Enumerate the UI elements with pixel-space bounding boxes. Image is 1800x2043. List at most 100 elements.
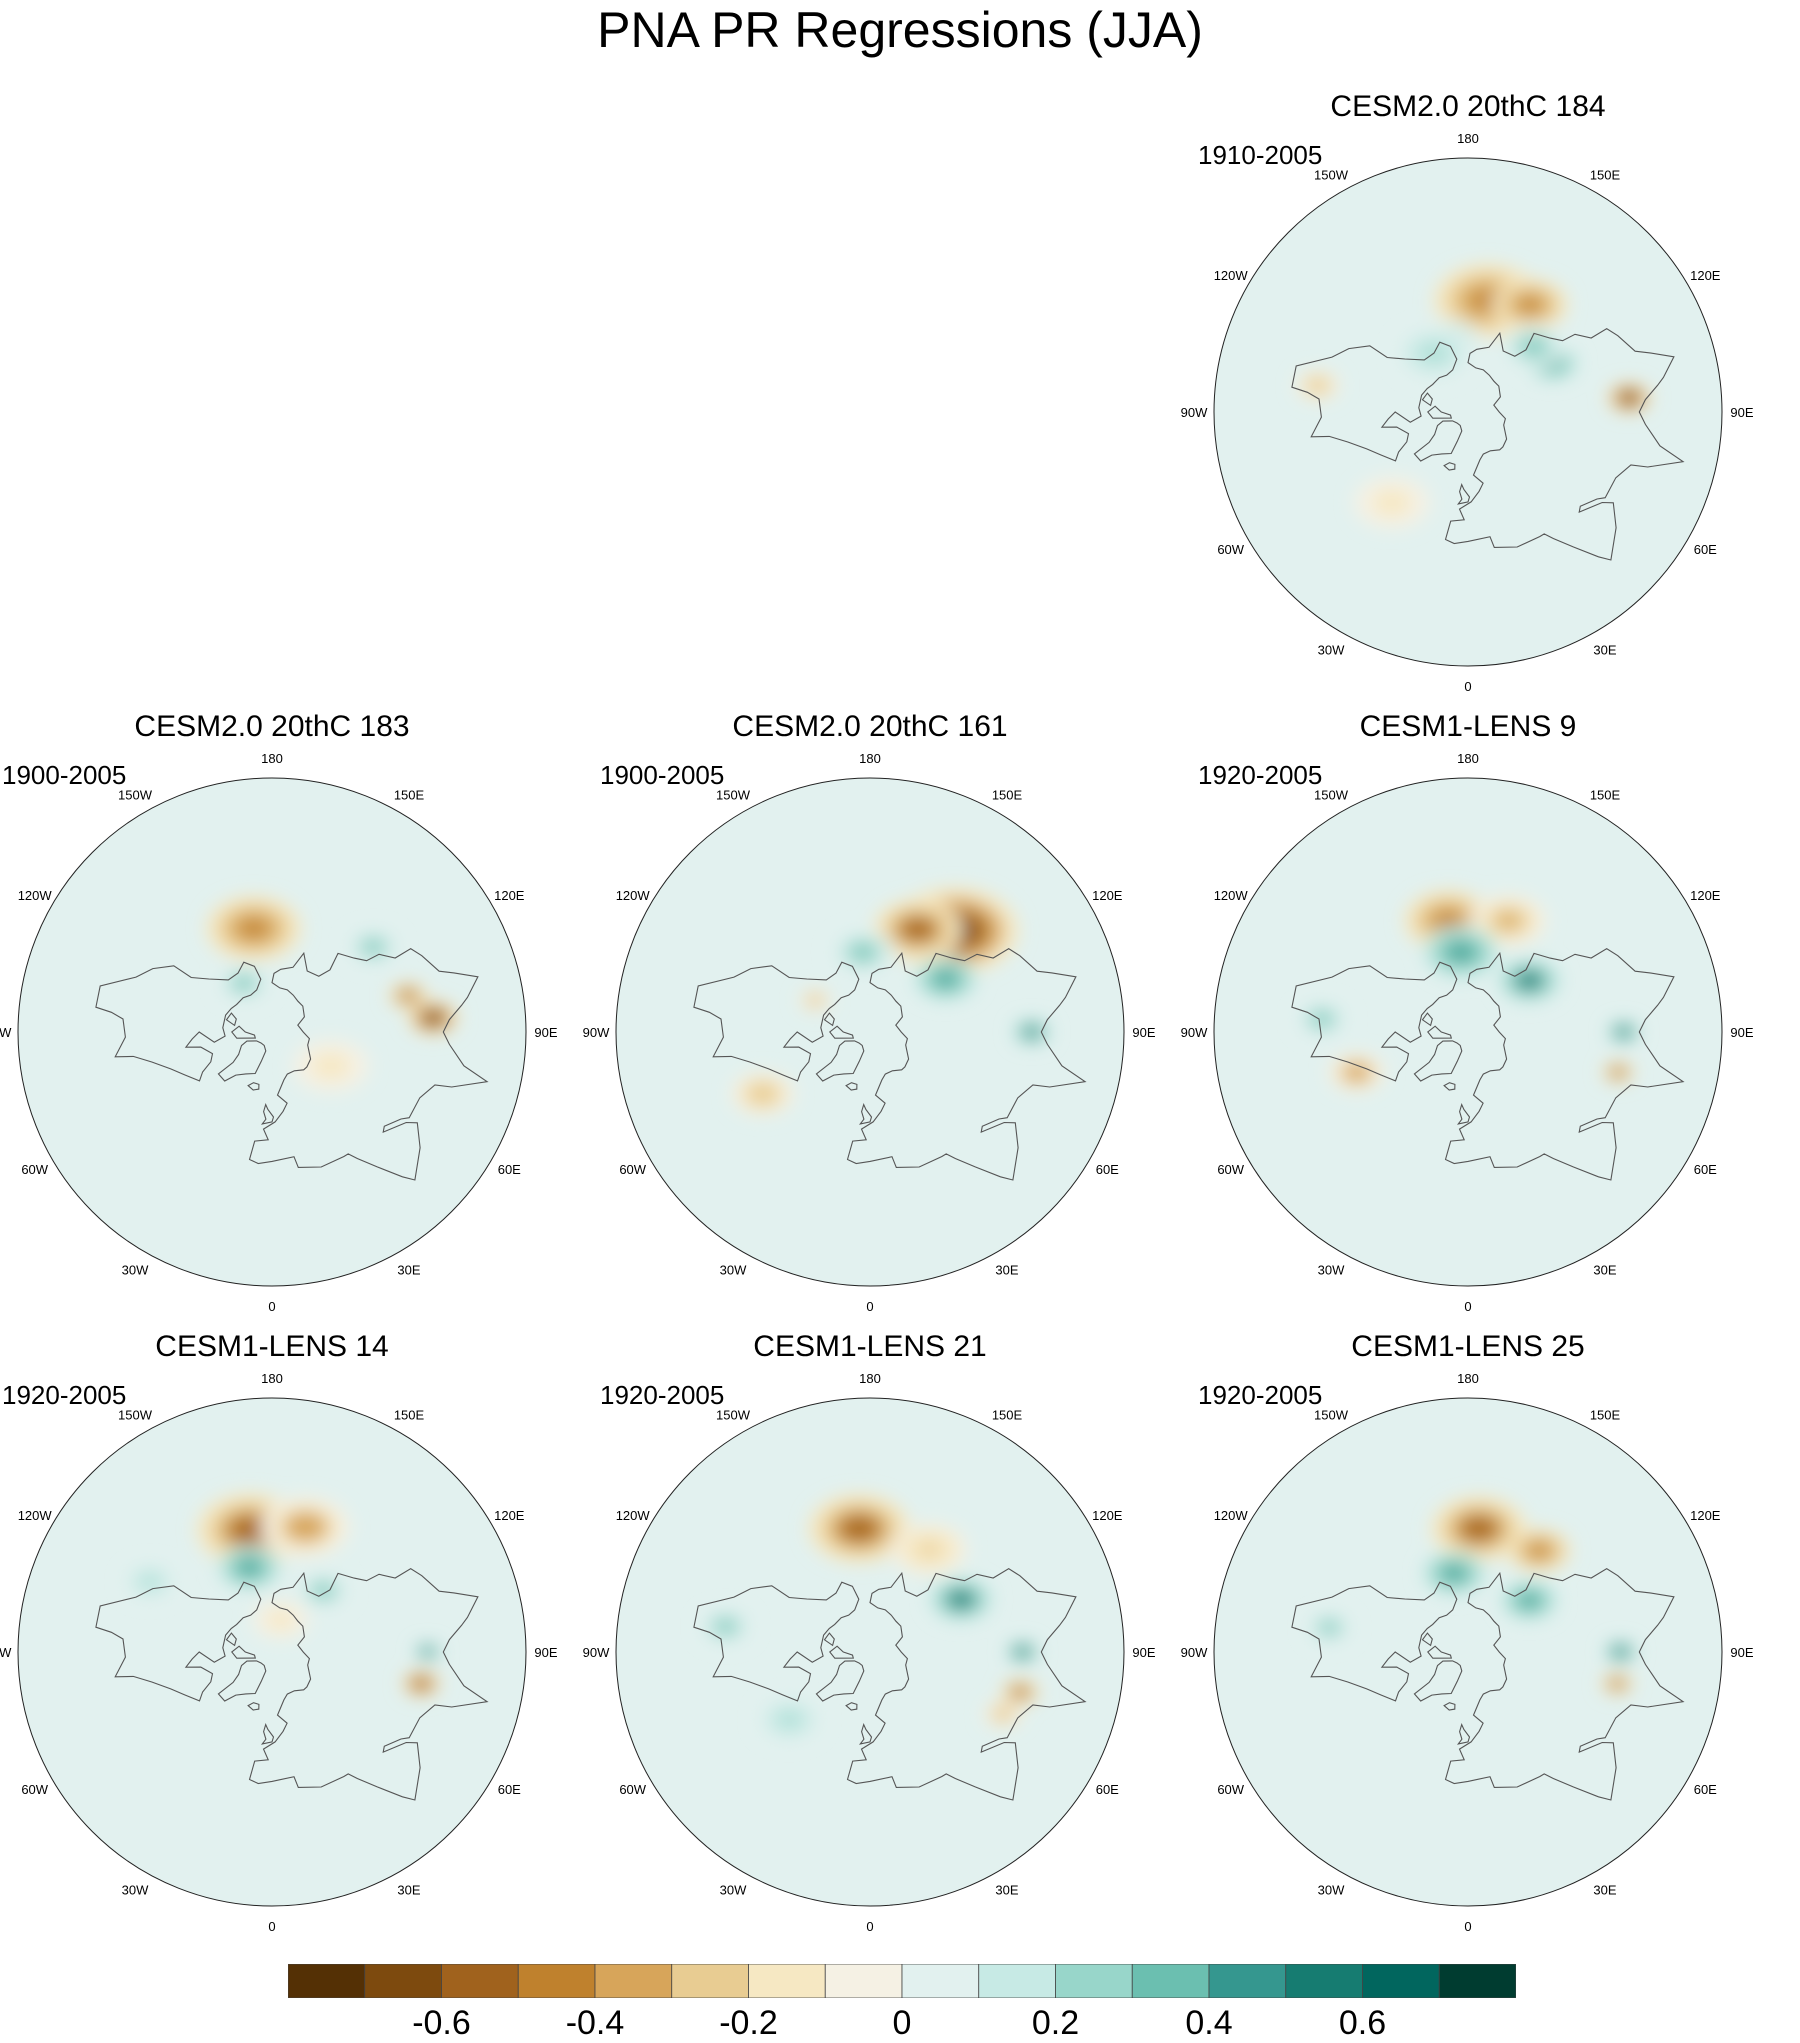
coastline xyxy=(260,1723,275,1745)
colorbar-swatch xyxy=(594,1964,673,1998)
anomaly-region xyxy=(919,1542,939,1556)
colorbar: -0.6 -0.4 -0.2 0 0.2 0.4 0.6 xyxy=(288,1964,1516,2042)
longitude-label: 60E xyxy=(1096,1162,1119,1177)
anomaly-region xyxy=(1531,1545,1547,1556)
coastline xyxy=(248,948,489,1181)
longitude-label: 120E xyxy=(1092,888,1123,903)
anomaly-region xyxy=(1437,913,1460,929)
longitude-label: 150E xyxy=(394,788,425,803)
longitude-label: 30W xyxy=(122,1882,149,1897)
anomaly-region xyxy=(1312,381,1324,390)
anomaly-region xyxy=(143,1577,157,1586)
anomaly-region xyxy=(237,978,251,988)
map-panel-lens-9: 180 150E 120E 90E 60E 30E 0 30W 60W 90W 120W 150W C… xyxy=(1181,710,1754,1315)
polar-map: 180 150E 120E 90E 60E 30E 0 30W 60W 90W 120W 150W xyxy=(583,751,1156,1314)
panel-years: 1900-2005 xyxy=(600,760,725,790)
colorbar-tick-label: -0.4 xyxy=(565,2004,625,2042)
longitude-label: 150E xyxy=(1590,1408,1621,1423)
longitude-label: 0 xyxy=(1464,1919,1471,1934)
anomaly-region xyxy=(1315,1014,1329,1024)
longitude-label: 90W xyxy=(0,1025,12,1040)
longitude-label: 90E xyxy=(1730,1645,1753,1660)
coastline xyxy=(693,961,860,1082)
panel-title: CESM2.0 20thC 184 xyxy=(1330,90,1606,123)
longitude-label: 150W xyxy=(118,788,153,803)
coastline xyxy=(846,948,1087,1181)
map-background xyxy=(18,1398,526,1906)
longitude-label: 0 xyxy=(268,1299,275,1314)
panel-years: 1920-2005 xyxy=(2,1380,127,1410)
longitude-label: 30W xyxy=(1318,642,1345,657)
map-panel-lens-25: 180 150E 120E 90E 60E 30E 0 30W 60W 90W 120W 150W C… xyxy=(1181,1332,1754,1935)
coastline xyxy=(225,1632,237,1647)
longitude-label: 0 xyxy=(1464,679,1471,694)
panel-title: CESM1-LENS 9 xyxy=(1359,710,1577,743)
coastline xyxy=(1444,948,1685,1181)
anomaly-region xyxy=(1614,1069,1623,1075)
coastline xyxy=(845,1702,858,1711)
colorbar-tick-label: -0.6 xyxy=(412,2004,471,2042)
anomaly-region xyxy=(719,1622,732,1631)
longitude-label: 180 xyxy=(1457,131,1479,146)
anomaly-region xyxy=(241,1562,258,1573)
anomaly-region xyxy=(273,1614,288,1625)
anomaly-region xyxy=(998,1710,1008,1718)
anomaly-region xyxy=(1018,1649,1027,1655)
coastline xyxy=(693,1581,860,1702)
longitude-label: 90E xyxy=(1132,1645,1155,1660)
colorbar-swatch xyxy=(901,1964,980,1998)
longitude-label: 60E xyxy=(1694,1162,1717,1177)
colorbar-swatch xyxy=(978,1964,1056,1998)
colorbar-swatch xyxy=(441,1964,519,1998)
longitude-label: 0 xyxy=(866,1299,873,1314)
panel-years: 1920-2005 xyxy=(600,1380,725,1410)
coastline xyxy=(846,1568,1087,1801)
polar-map: 180 150E 120E 90E 60E 30E 0 30W 60W 90W 120W 150W xyxy=(0,751,558,1314)
anomaly-region xyxy=(1520,298,1540,312)
anomaly-region xyxy=(1382,496,1402,510)
map-rim xyxy=(17,777,527,1287)
longitude-label: 120E xyxy=(1092,1508,1123,1523)
longitude-label: 150E xyxy=(992,788,1023,803)
anomaly-region xyxy=(294,1519,317,1535)
map-background xyxy=(616,1398,1124,1906)
longitude-label: 150W xyxy=(118,1408,153,1423)
polar-map: 180 150E 120E 90E 60E 30E 0 30W 60W 90W 120W 150W xyxy=(1181,1371,1754,1934)
coastline xyxy=(225,1012,237,1027)
anomaly-region xyxy=(1466,1520,1491,1537)
longitude-label: 120W xyxy=(1214,1508,1249,1523)
colorbar-swatch xyxy=(1055,1964,1133,1998)
coastline xyxy=(247,1702,260,1711)
colorbar-swatch xyxy=(748,1964,826,1998)
anomaly-region xyxy=(937,973,954,985)
colorbar-tick-label: -0.2 xyxy=(719,2004,778,2042)
colorbar-swatch xyxy=(1362,1964,1440,1998)
anomaly-region xyxy=(426,1013,440,1023)
coastline xyxy=(823,1012,835,1027)
longitude-label: 120W xyxy=(1214,888,1249,903)
longitude-label: 30E xyxy=(1593,642,1616,657)
coastline xyxy=(1443,1702,1456,1711)
longitude-label: 60W xyxy=(619,1782,646,1797)
coastline xyxy=(1444,1568,1685,1801)
anomaly-region xyxy=(846,1520,872,1538)
anomaly-region xyxy=(1451,945,1471,959)
anomaly-region xyxy=(1616,1649,1625,1655)
coastline xyxy=(217,1040,267,1082)
longitude-label: 120E xyxy=(494,888,525,903)
coastline xyxy=(1443,462,1456,471)
longitude-label: 120W xyxy=(18,1508,53,1523)
coastline xyxy=(829,1025,855,1039)
longitude-label: 150E xyxy=(992,1408,1023,1423)
coastline xyxy=(1427,405,1453,419)
longitude-label: 90E xyxy=(534,1025,557,1040)
panel-title: CESM2.0 20thC 183 xyxy=(134,710,410,743)
coastline xyxy=(815,1040,865,1082)
longitude-label: 60W xyxy=(1217,1782,1244,1797)
longitude-label: 120E xyxy=(1690,1508,1721,1523)
map-rim xyxy=(615,777,1125,1287)
longitude-label: 150W xyxy=(716,1408,751,1423)
coastline xyxy=(95,961,262,1082)
coastline xyxy=(248,1568,489,1801)
coastline xyxy=(1291,341,1458,462)
